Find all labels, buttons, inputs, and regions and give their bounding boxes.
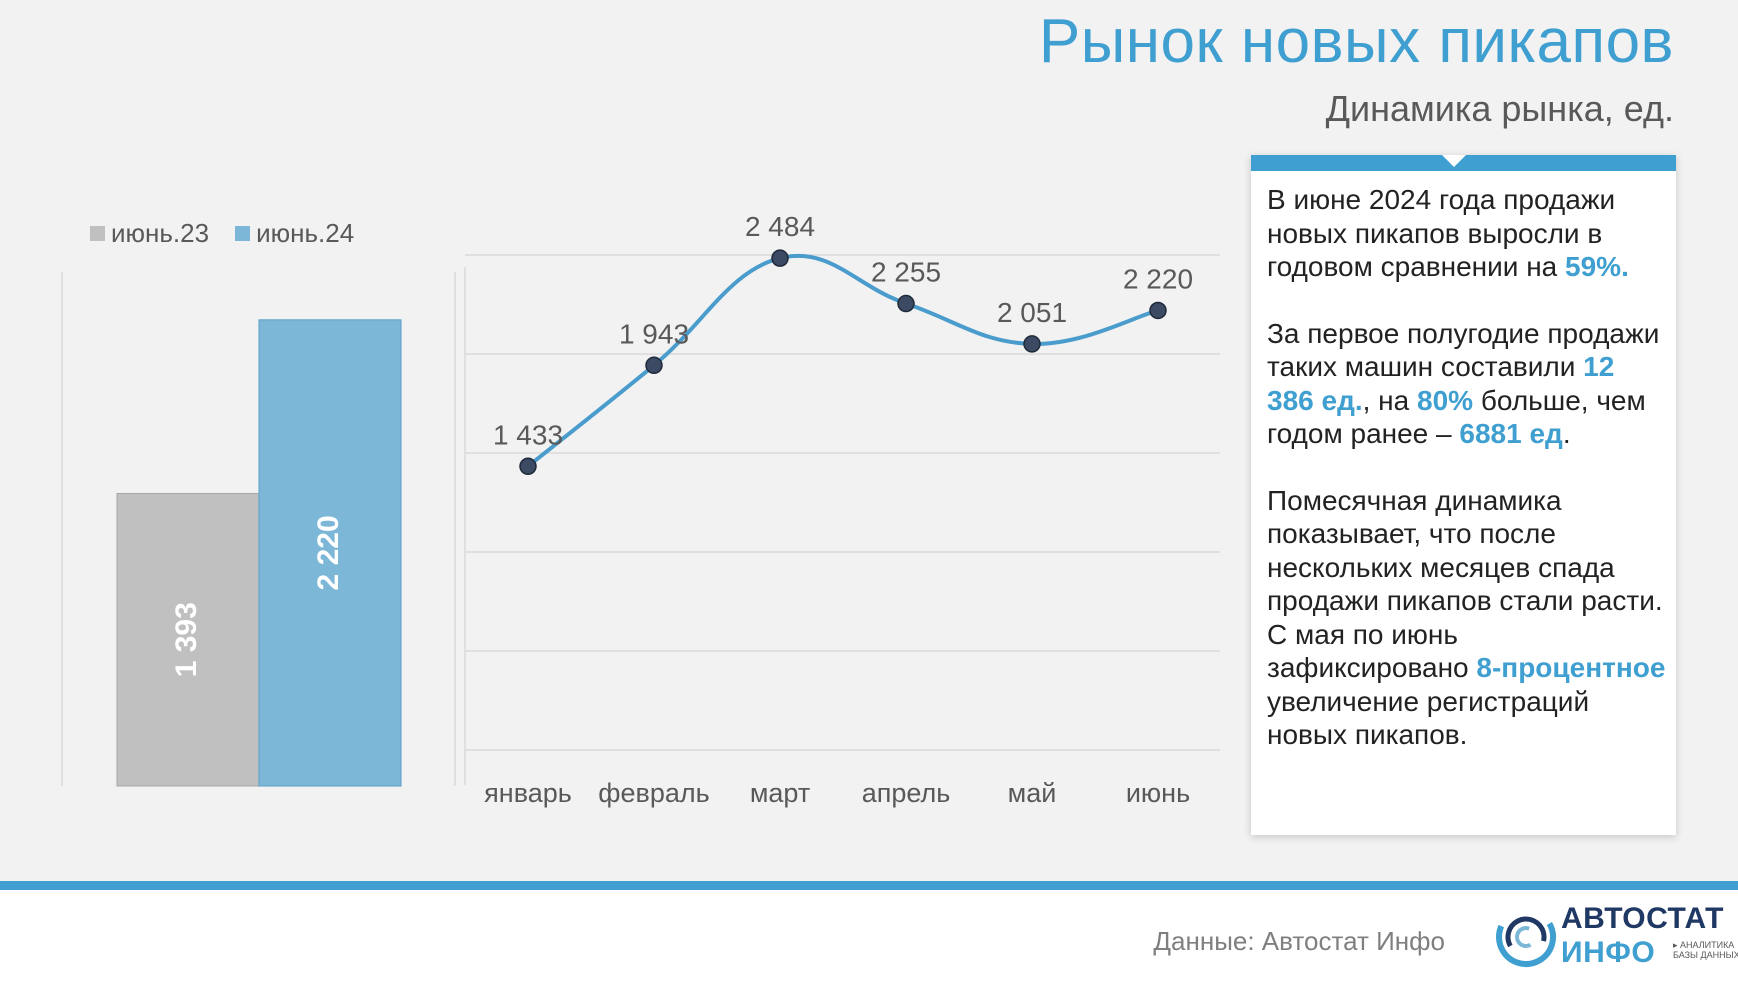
panel-text-run: В июне 2024 года продажи новых пикапов в… [1267, 184, 1616, 282]
line-chart: 1 433 январь 1 943 февраль 2 484 март 2 255 апр… [464, 211, 1220, 808]
data-source: Данные: Автостат Инфо [1153, 926, 1445, 956]
panel-paragraph-growth: В июне 2024 года продажи новых пикапов в… [1267, 183, 1667, 284]
panel-text-run: Помесячная динамика показывает, что посл… [1267, 484, 1663, 684]
panel-text-run: За первое полугодие продажи таких машин … [1267, 317, 1660, 383]
logo-tagline-line2: БАЗЫ ДАННЫХ [1673, 950, 1738, 960]
panel-paragraph-monthly: Помесячная динамика показывает, что посл… [1267, 484, 1667, 752]
panel-text: В июне 2024 года продажи новых пикапов в… [1267, 183, 1667, 785]
point-data-label: 1 433 [493, 419, 563, 450]
footer: Данные: Автостат Инфо АВТОСТАТ ИНФО ▸ АН… [0, 890, 1738, 982]
point-data-label: 2 220 [1123, 263, 1193, 294]
logo-wordmark-bottom: ИНФО [1561, 936, 1656, 969]
data-point-январь [519, 457, 537, 476]
highlight-half-year-percent: 80% [1417, 384, 1474, 416]
highlight-half-year-units: 12 386 ед. [1267, 351, 1615, 416]
highlight-growth-percent: 59%. [1565, 251, 1629, 282]
data-point-март [771, 249, 789, 267]
bar-июнь.24 [258, 319, 402, 787]
point-data-label: 1 943 [619, 318, 689, 349]
data-point-апрель [897, 294, 915, 313]
data-point-февраль [645, 356, 663, 375]
x-tick-label: июнь [1126, 778, 1190, 808]
panel-text-run: больше, чем годом ранее – [1267, 384, 1646, 450]
panel-text-run: , на [1362, 384, 1417, 416]
point-data-label: 2 255 [871, 257, 941, 288]
bar-chart: 1 393 2 220 [61, 272, 456, 787]
panel-text-run: . [1562, 418, 1571, 449]
panel-notch [1442, 155, 1466, 167]
x-tick-label: апрель [862, 778, 951, 808]
highlight-previous-year-units: 6881 ед [1459, 418, 1563, 449]
logo-wordmark-top: АВТОСТАТ [1561, 902, 1724, 935]
data-point-май [1023, 335, 1041, 353]
panel-text-run: увеличение регистраций новых пикапов. [1267, 685, 1590, 751]
point-data-label: 2 051 [997, 297, 1067, 328]
panel-paragraph-half-year: За первое полугодие продажи таких машин … [1267, 317, 1667, 451]
legend-label-2024: июнь.24 [256, 218, 355, 248]
x-tick-label: февраль [598, 778, 709, 808]
legend-swatch-2023 [90, 226, 105, 241]
bar-chart-legend: июнь.23 июнь.24 [90, 218, 354, 249]
data-point-июнь [1149, 301, 1167, 320]
page-subtitle: Динамика рынка, ед. [1325, 88, 1674, 129]
x-tick-label: январь [484, 778, 572, 808]
legend-item-2023: июнь.23 [90, 218, 209, 249]
bar-data-label: 1 393 [170, 602, 203, 677]
point-data-label: 2 484 [745, 211, 815, 242]
footer-divider [0, 881, 1738, 890]
logo-swirl-icon [1496, 907, 1556, 968]
x-tick-label: март [750, 778, 810, 808]
info-panel: В июне 2024 года продажи новых пикапов в… [1251, 155, 1676, 835]
bar-июнь.23 [116, 492, 260, 787]
logo-tagline-line1: ▸ АНАЛИТИКА [1673, 940, 1735, 950]
bar-data-label: 2 220 [312, 515, 345, 590]
logo-tagline: ▸ АНАЛИТИКА БАЗЫ ДАННЫХ [1673, 940, 1738, 960]
legend-label-2023: июнь.23 [111, 218, 210, 248]
x-tick-label: май [1008, 778, 1057, 808]
legend-swatch-2024 [235, 226, 251, 241]
highlight-monthly-percent: 8-процентное [1476, 652, 1666, 683]
series-line [526, 253, 1160, 469]
brand-logo: АВТОСТАТ ИНФО ▸ АНАЛИТИКА БАЗЫ ДАННЫХ [1495, 902, 1738, 972]
page-title: Рынок новых пикапов [1038, 7, 1674, 76]
legend-item-2024: июнь.24 [235, 218, 354, 249]
